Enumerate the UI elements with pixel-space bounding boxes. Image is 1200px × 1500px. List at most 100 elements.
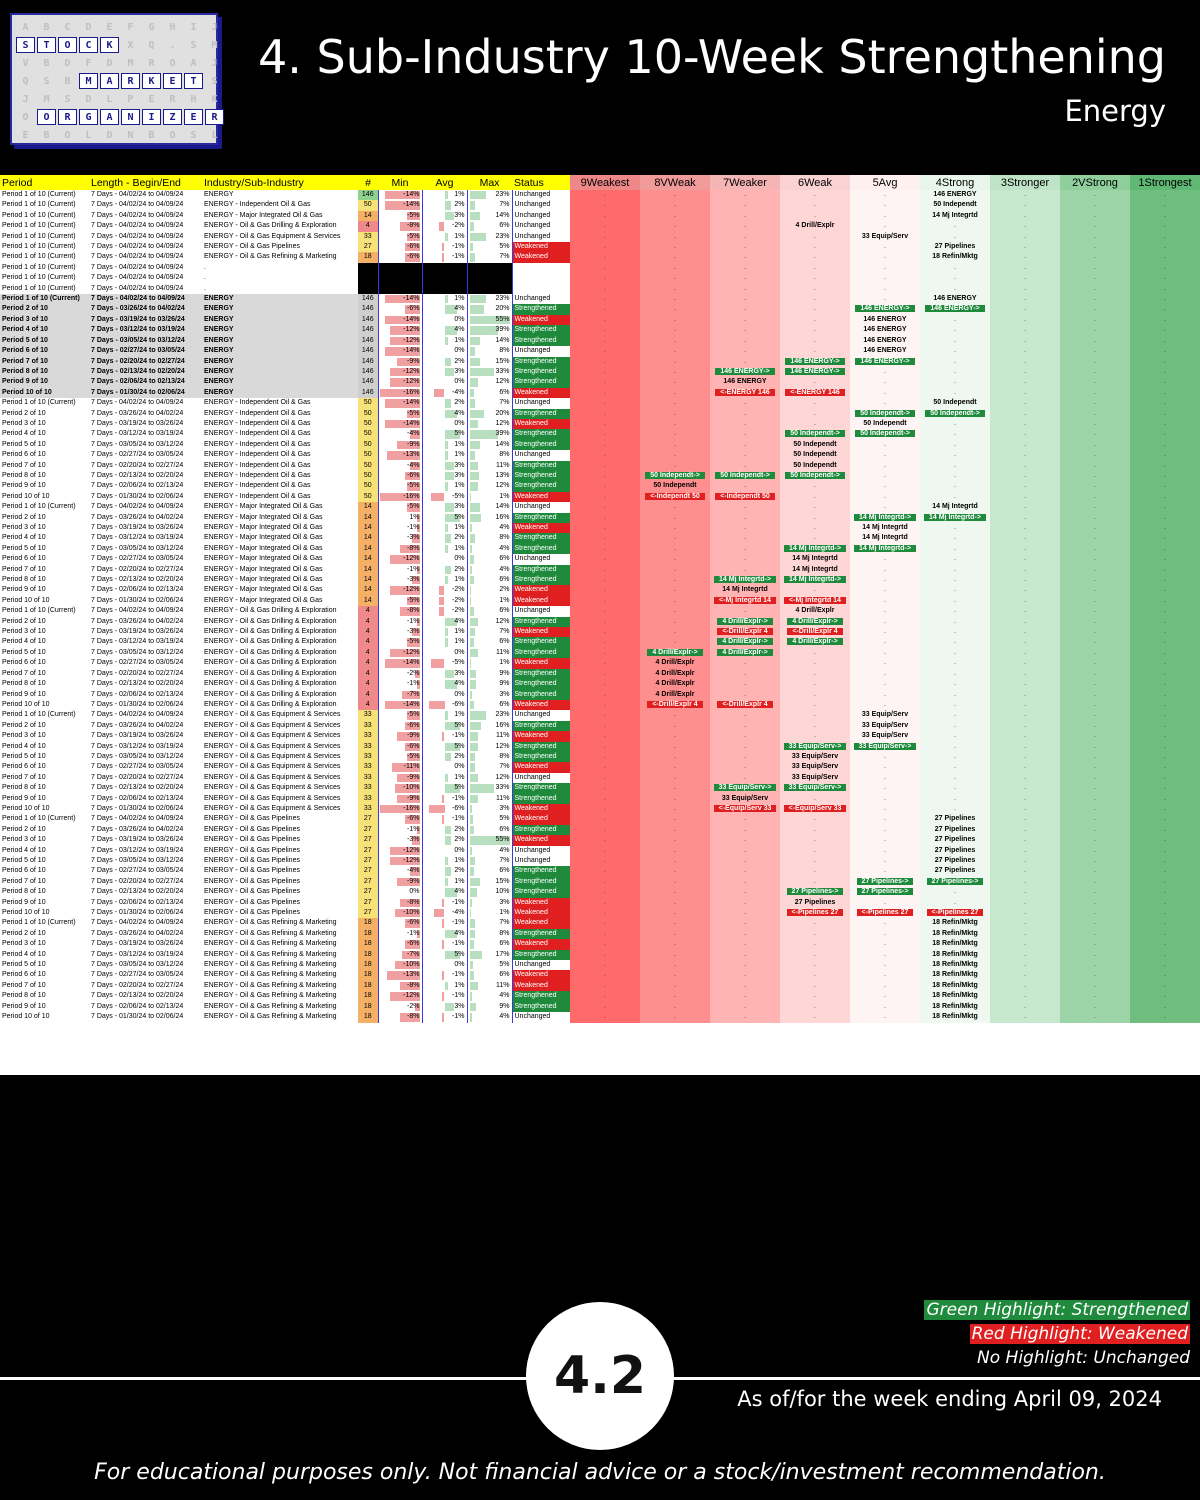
zone-cell: . xyxy=(850,803,920,815)
zone-cell: . xyxy=(1060,939,1130,950)
zone-placeholder: . xyxy=(1024,211,1026,219)
zone-cell: . xyxy=(990,658,1060,669)
zone-cell: . xyxy=(920,772,990,784)
zone-cell: 33 Equip/Serv-> xyxy=(780,741,850,752)
zone-placeholder: . xyxy=(674,857,676,864)
zone-label: 50 Independt-> xyxy=(785,430,845,438)
zone-cell: . xyxy=(570,470,640,482)
avg-cell: 5% xyxy=(421,720,467,732)
zone-cell: . xyxy=(1060,928,1130,940)
value-bar xyxy=(444,638,448,647)
value-text: -2% xyxy=(452,586,465,594)
status-cell xyxy=(511,262,570,274)
zone-placeholder: . xyxy=(1094,419,1096,427)
zone-placeholder: . xyxy=(744,440,746,448)
zone-placeholder: . xyxy=(1024,711,1026,719)
table-row: Period 9 of 10 7 Days - 02/06/24 to 02/13… xyxy=(0,377,1200,388)
value-text: 9% xyxy=(499,680,510,688)
zone-cell: . xyxy=(780,1001,850,1013)
as-of-date: As of/for the week ending April 09, 2024 xyxy=(737,1387,1162,1411)
value-bar xyxy=(469,471,479,481)
zone-placeholder: . xyxy=(884,659,886,667)
max-cell: 1% xyxy=(466,658,512,669)
zone-placeholder: . xyxy=(884,596,886,604)
zone-label: 146 ENERGY xyxy=(723,378,767,386)
zone-placeholder: . xyxy=(674,752,676,760)
zone-cell: . xyxy=(570,273,640,284)
value-text: 5% xyxy=(454,430,465,438)
zone-label: 4 Drill/Explr-> xyxy=(787,617,843,625)
zone-cell: 27 Pipelines xyxy=(920,242,990,253)
zone-placeholder: . xyxy=(884,690,886,698)
value-text: -1% xyxy=(452,919,465,927)
zone-cell: . xyxy=(570,1012,640,1023)
zone-placeholder: . xyxy=(604,419,606,427)
value-text: -2% xyxy=(452,607,465,615)
avg-cell: 3% xyxy=(421,470,467,482)
zone-cell: . xyxy=(1060,190,1130,201)
zone-cell: . xyxy=(1130,866,1200,877)
zone-cell: 33 Equip/Serv-> xyxy=(850,741,920,752)
zone-placeholder: . xyxy=(954,659,956,667)
status-cell: Unchanged xyxy=(511,554,570,565)
zone-label: 18 Refin/Mktg xyxy=(932,1002,978,1010)
zone-placeholder: . xyxy=(744,857,746,864)
zone-placeholder: . xyxy=(1094,586,1096,594)
count-cell: 146 xyxy=(358,190,378,201)
value-text: 3% xyxy=(499,898,510,906)
zone-cell: 14 Mj Integrtd xyxy=(920,502,990,513)
zone-cell: . xyxy=(990,242,1060,253)
zone-cell: . xyxy=(570,647,640,659)
zone-placeholder: . xyxy=(744,544,746,552)
zone-cell: . xyxy=(710,1001,780,1013)
avg-cell: 1% xyxy=(421,627,467,638)
min-cell: -10% xyxy=(377,783,422,794)
zone-cell: . xyxy=(920,262,990,274)
zone-placeholder: . xyxy=(814,950,816,958)
value-text: -16% xyxy=(403,492,420,500)
zone-placeholder: . xyxy=(1164,857,1166,864)
zone-cell: . xyxy=(1130,897,1200,909)
zone-placeholder: . xyxy=(1094,909,1096,917)
zone-cell: . xyxy=(1130,856,1200,867)
zone-label: 14 Mj Integrtd-> xyxy=(714,576,776,584)
table-row: Period 10 of 10 7 Days - 01/30/24 to 02/0… xyxy=(0,387,1200,399)
avg-cell: 1% xyxy=(421,439,467,451)
zone-cell: . xyxy=(990,470,1060,482)
zone-cell: . xyxy=(640,304,710,315)
count-cell: 14 xyxy=(358,210,378,222)
zone-placeholder: . xyxy=(604,336,606,344)
industry-cell: ENERGY - Oil & Gas Refining & Marketing xyxy=(202,939,358,950)
zone-cell: <-ENERGY 146 xyxy=(710,387,780,399)
zone-cell: 33 Equip/Serv xyxy=(850,710,920,721)
min-cell xyxy=(377,283,422,295)
zone-placeholder: . xyxy=(1024,471,1026,479)
zone-label: <-Equip/Serv 33 xyxy=(783,804,847,812)
zone-placeholder: . xyxy=(1024,836,1026,844)
zone-label: 146 ENERGY-> xyxy=(785,357,845,365)
zone-cell: . xyxy=(920,231,990,243)
logo-letter: B xyxy=(64,75,71,87)
avg-cell: 2% xyxy=(421,398,467,409)
status-cell: Unchanged xyxy=(511,856,570,867)
zone-placeholder: . xyxy=(1024,794,1026,802)
zone-cell: . xyxy=(1060,429,1130,440)
industry-cell: ENERGY - Oil & Gas Pipelines xyxy=(202,887,358,898)
zone-cell: 33 Equip/Serv xyxy=(780,772,850,784)
zone-cell: . xyxy=(710,304,780,315)
zone-placeholder: . xyxy=(674,586,676,594)
zone-cell: . xyxy=(570,221,640,232)
zone-cell: . xyxy=(570,481,640,492)
period-cell: Period 1 of 10 (Current) xyxy=(0,918,89,929)
value-text: -8% xyxy=(407,981,420,989)
zone-cell: . xyxy=(1060,627,1130,638)
zone-cell: 4 Drill/Explr xyxy=(640,679,710,690)
zone-cell: . xyxy=(990,699,1060,711)
zone-label: 18 Refin/Mktg xyxy=(932,253,978,261)
value-text: -5% xyxy=(407,596,420,604)
zone-placeholder: . xyxy=(1094,888,1096,896)
value-text: 5% xyxy=(454,721,465,729)
zone-placeholder: . xyxy=(884,940,886,948)
zone-placeholder: . xyxy=(674,836,676,844)
zone-placeholder: . xyxy=(1094,700,1096,708)
